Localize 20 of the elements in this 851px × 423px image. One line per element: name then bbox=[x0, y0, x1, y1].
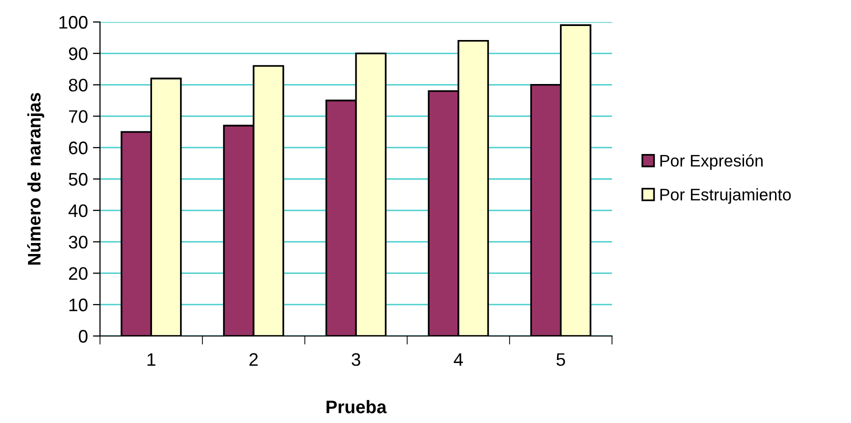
y-tick-label: 60 bbox=[69, 142, 88, 154]
legend-label: Por Expresión bbox=[660, 154, 763, 170]
y-tick-label: 70 bbox=[69, 110, 88, 123]
y-axis-title: Número de naranjas bbox=[27, 92, 44, 265]
y-tick-label: 100 bbox=[59, 16, 88, 29]
y-tick-label: 80 bbox=[68, 78, 88, 92]
x-tick-label: 5 bbox=[556, 353, 566, 366]
x-tick-label: 1 bbox=[148, 353, 156, 366]
y-tick-label: 0 bbox=[78, 330, 88, 343]
y-tick-label: 30 bbox=[68, 236, 88, 249]
x-tick-label: 4 bbox=[454, 353, 463, 366]
y-tick-label: 10 bbox=[69, 298, 88, 312]
x-tick-label: 3 bbox=[352, 353, 360, 366]
legend-label: Por Estrujamiento bbox=[660, 188, 791, 204]
x-tick-label: 2 bbox=[249, 353, 258, 366]
y-tick-label: 40 bbox=[68, 204, 88, 218]
x-axis-title: Prueba bbox=[326, 400, 387, 414]
y-tick-label: 90 bbox=[68, 47, 88, 60]
y-tick-label: 20 bbox=[69, 267, 88, 280]
y-tick-label: 50 bbox=[68, 172, 88, 186]
